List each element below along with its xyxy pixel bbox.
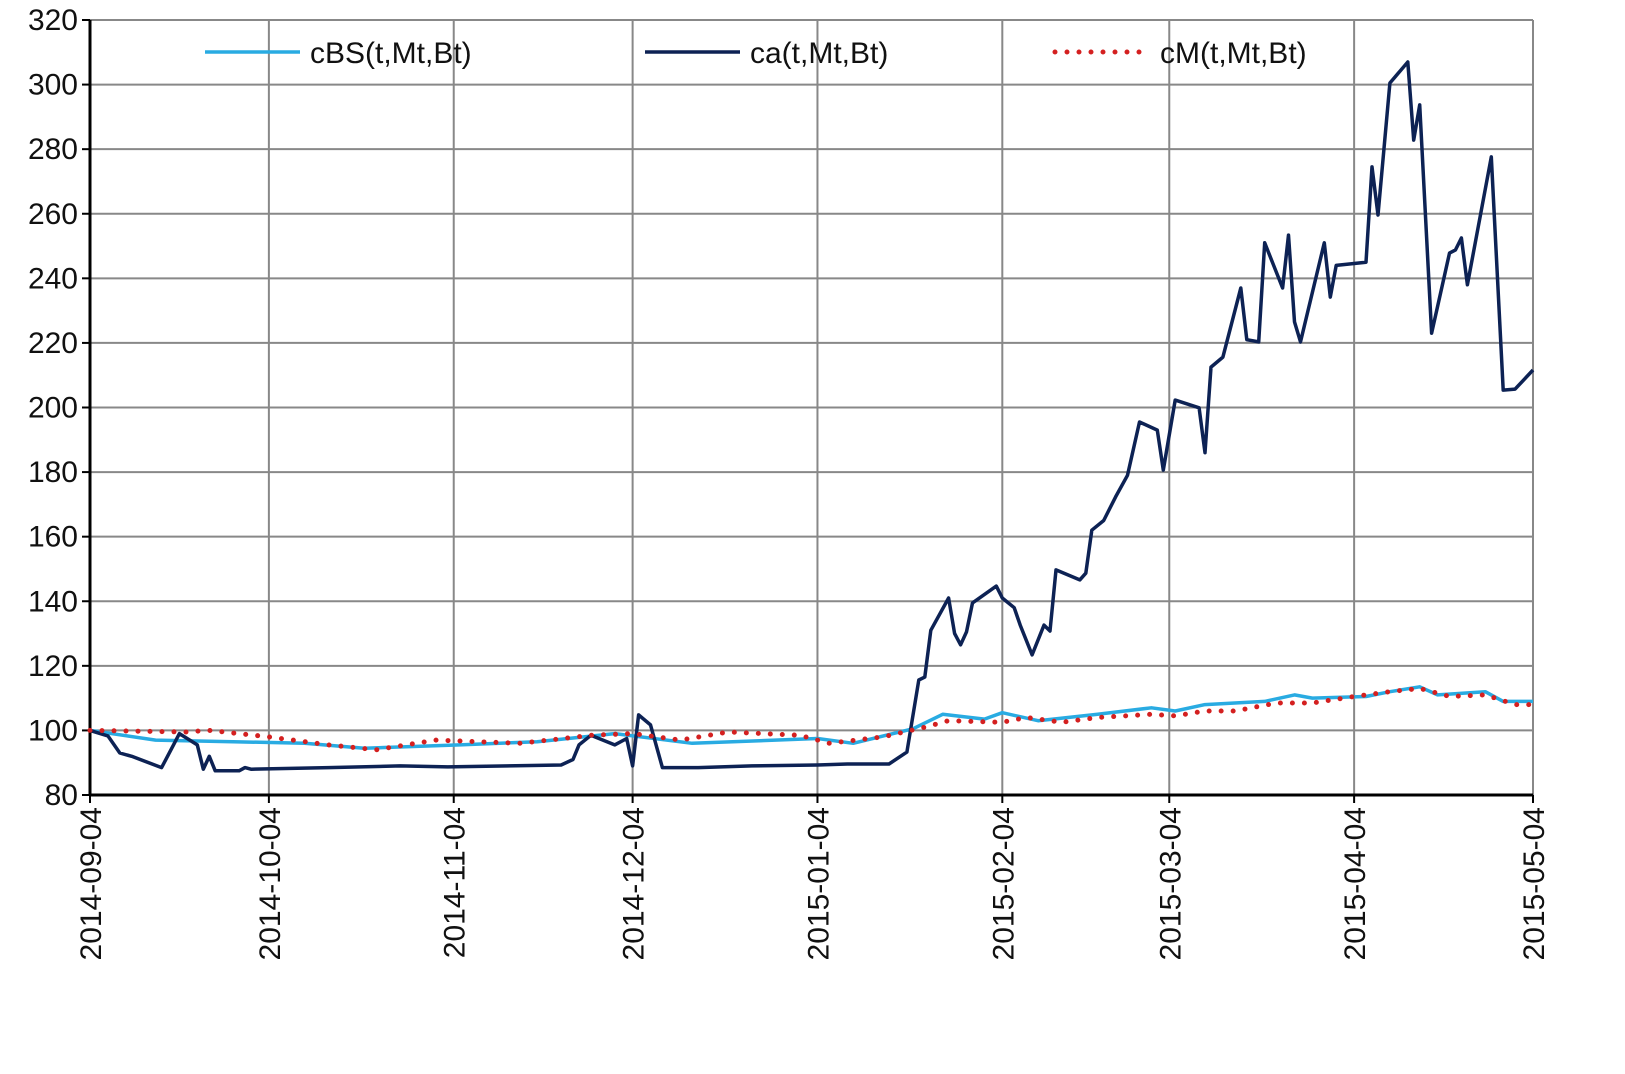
x-tick-label: 2015-05-04 [1518,807,1551,960]
legend-label: cM(t,Mt,Bt) [1160,37,1307,70]
y-tick-label: 80 [45,779,78,812]
legend-label: cBS(t,Mt,Bt) [310,37,472,70]
line-series [87,685,1536,753]
x-tick-label: 2015-02-04 [987,807,1020,960]
x-tick-label: 2015-04-04 [1339,807,1372,960]
y-tick-label: 120 [28,650,78,683]
line-series [89,685,1533,750]
y-tick-label: 280 [28,133,78,166]
x-tick-label: 2015-01-04 [802,807,835,960]
y-tick-label: 140 [28,585,78,618]
x-tick-label: 2014-12-04 [618,807,651,960]
line-series [89,60,1535,773]
y-tick-label: 100 [28,714,78,747]
x-tick-label: 2014-11-04 [439,807,472,958]
y-tick-label: 300 [28,69,78,102]
y-tick-label: 260 [28,198,78,231]
x-tick-label: 2014-10-04 [254,807,287,960]
y-tick-label: 220 [28,327,78,360]
x-tick-label: 2015-03-04 [1154,807,1187,960]
y-tick-label: 320 [28,4,78,37]
legend-label: ca(t,Mt,Bt) [750,37,888,70]
x-tick-label: 2014-09-04 [75,807,108,960]
y-tick-label: 200 [28,392,78,425]
y-tick-label: 180 [28,456,78,489]
y-tick-label: 160 [28,521,78,554]
y-tick-label: 240 [28,262,78,295]
